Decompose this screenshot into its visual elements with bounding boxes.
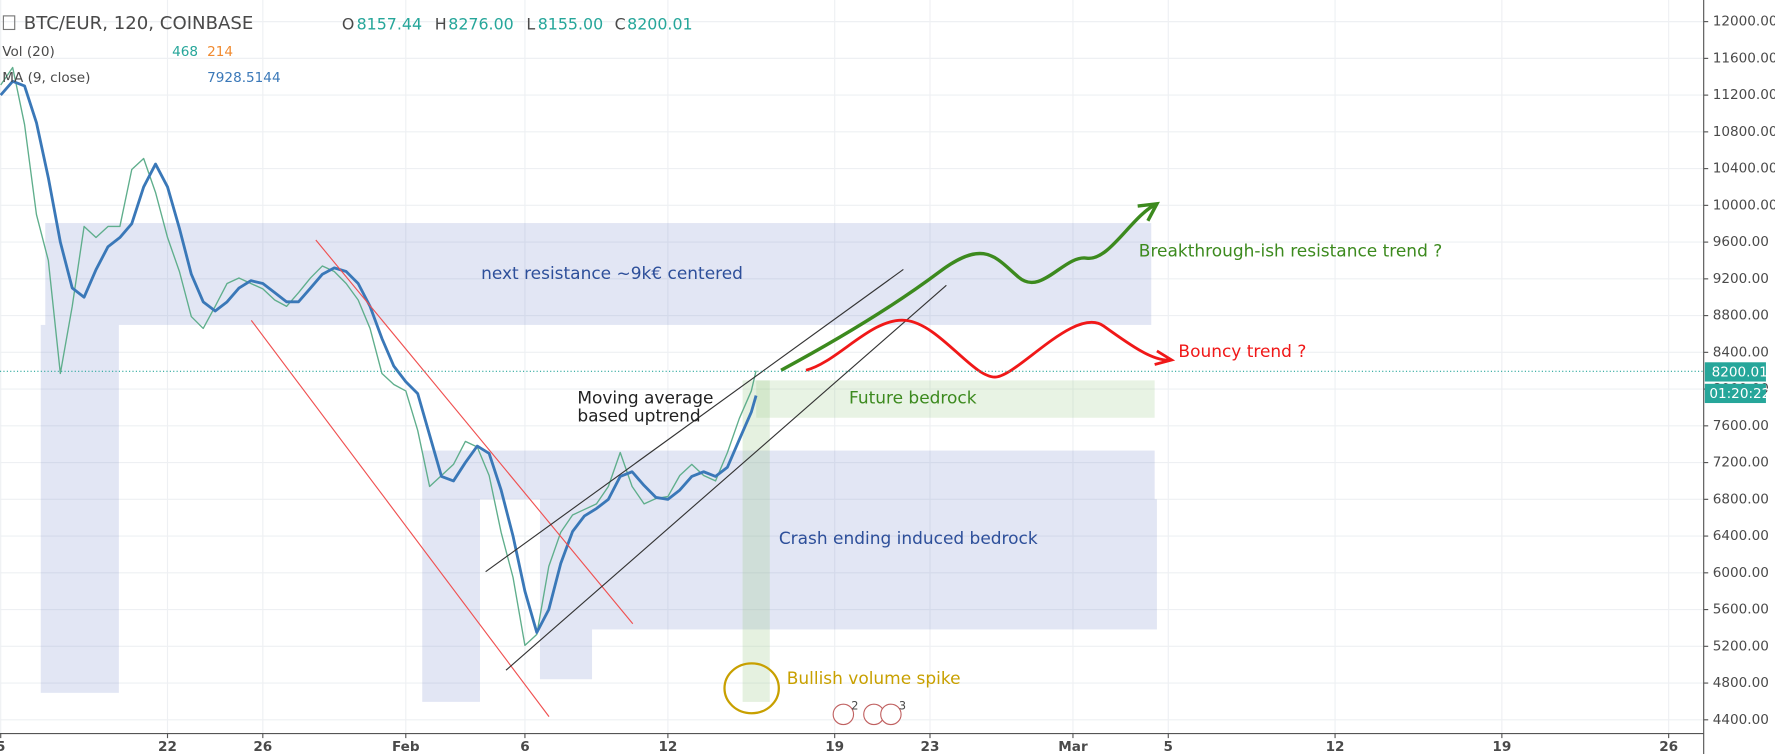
- y-tick-label: 7600.00: [1713, 418, 1769, 434]
- channel-line: [505, 284, 947, 671]
- y-tick-label: 10800.00: [1713, 124, 1775, 140]
- channel-line: [250, 320, 550, 717]
- x-tick-label: 26: [1659, 739, 1678, 754]
- volume-label: Vol (20): [2, 44, 55, 60]
- ohlc-value: 8200.01: [627, 14, 692, 33]
- zone: [742, 380, 770, 702]
- y-tick-label: 12000.00: [1713, 14, 1775, 30]
- y-tick-label: 9200.00: [1713, 271, 1769, 287]
- y-tick-label: 10000.00: [1713, 197, 1775, 213]
- ohlc-key: L: [526, 14, 535, 33]
- y-tick-label: 6400.00: [1713, 528, 1769, 544]
- countdown: 01:20:22: [1709, 386, 1770, 402]
- ohlc-key: O: [342, 14, 354, 33]
- y-tick-label: 11600.00: [1713, 50, 1775, 66]
- collapse-button[interactable]: [2, 15, 16, 31]
- x-tick-label: Mar: [1058, 739, 1088, 754]
- volume-value: 468: [172, 44, 198, 60]
- x-tick-label: 23: [921, 739, 940, 754]
- y-tick-label: 5600.00: [1713, 602, 1769, 618]
- badge-count: 2: [851, 698, 858, 712]
- zone: [422, 450, 1155, 500]
- y-tick-label: 4800.00: [1713, 675, 1769, 691]
- annotation: Moving average: [577, 389, 713, 409]
- channel-line: [485, 268, 904, 573]
- event-badge[interactable]: [832, 703, 855, 726]
- last-price-box: [1704, 362, 1766, 382]
- series-line: [0, 66, 757, 647]
- x-tick-label: 6: [520, 739, 529, 754]
- x-tick-label: Feb: [392, 739, 420, 754]
- ohlc-value: 8157.44: [357, 14, 422, 33]
- annotation: Crash ending induced bedrock: [779, 529, 1038, 549]
- countdown-box: [1704, 383, 1766, 404]
- green-trend: [780, 201, 1160, 372]
- event-badge[interactable]: [880, 703, 902, 726]
- series-line: [0, 79, 758, 634]
- ma-label: MA (9, close): [2, 70, 90, 86]
- annotation: Bouncy trend ?: [1178, 342, 1306, 362]
- grid: [0, 0, 1704, 734]
- y-tick-label: 9600.00: [1713, 234, 1769, 250]
- badge-count: 3: [899, 698, 906, 712]
- ohlc-key: H: [435, 14, 447, 33]
- volume-circle: [723, 662, 780, 715]
- red-trend: [805, 318, 1176, 379]
- zones: [40, 223, 1157, 702]
- x-tick-label: 19: [1492, 739, 1511, 754]
- x-tick-label: 19: [825, 739, 844, 754]
- annotation: Future bedrock: [849, 389, 977, 409]
- y-tick-label: 5200.00: [1713, 638, 1769, 654]
- annotation: Bullish volume spike: [787, 669, 961, 689]
- drawings: [0, 201, 1704, 717]
- axes: 4400.00 4800.00 5200.00 5600.00 6000.00 6400.…: [0, 14, 1775, 754]
- ohlc-value: 8155.00: [538, 14, 603, 33]
- y-tick-label: 6800.00: [1713, 491, 1769, 507]
- series-group: [0, 66, 758, 647]
- x-tick-label: 5: [0, 739, 5, 754]
- zone: [539, 629, 593, 680]
- zone: [422, 499, 480, 702]
- y-tick-label: 8400.00: [1713, 344, 1769, 360]
- bedrock-zone: [539, 499, 1157, 630]
- last-price: 8200.01: [1712, 364, 1768, 380]
- x-tick-label: 26: [253, 739, 272, 754]
- symbol: BTC/EUR, 120, COINBASE: [24, 13, 254, 34]
- annotation: next resistance ~9k€ centered: [481, 264, 743, 284]
- x-tick-label: 12: [658, 739, 677, 754]
- y-tick-label: 4400.00: [1713, 712, 1769, 728]
- x-tick-label: 22: [158, 739, 177, 754]
- annotation: Breakthrough-ish resistance trend ?: [1139, 241, 1442, 261]
- future-bedrock-zone: [756, 380, 1155, 418]
- x-tick-label: 5: [1164, 739, 1173, 754]
- zone: [40, 324, 119, 693]
- y-tick-label: 6000.00: [1713, 565, 1769, 581]
- y-tick-label: 10400.00: [1713, 161, 1775, 177]
- ma-value: 7928.5144: [207, 70, 280, 86]
- y-tick-label: 8800.00: [1713, 308, 1769, 324]
- y-tick-label: 7200.00: [1713, 455, 1769, 471]
- volume-value: 214: [207, 44, 233, 60]
- ohlc-value: 8276.00: [448, 14, 513, 33]
- annotation: based uptrend: [577, 407, 700, 427]
- ohlc-key: C: [615, 14, 626, 33]
- x-tick-label: 12: [1326, 739, 1345, 754]
- channel-line: [315, 239, 634, 625]
- resistance-zone: [45, 223, 1152, 325]
- y-tick-label: 11200.00: [1713, 87, 1775, 103]
